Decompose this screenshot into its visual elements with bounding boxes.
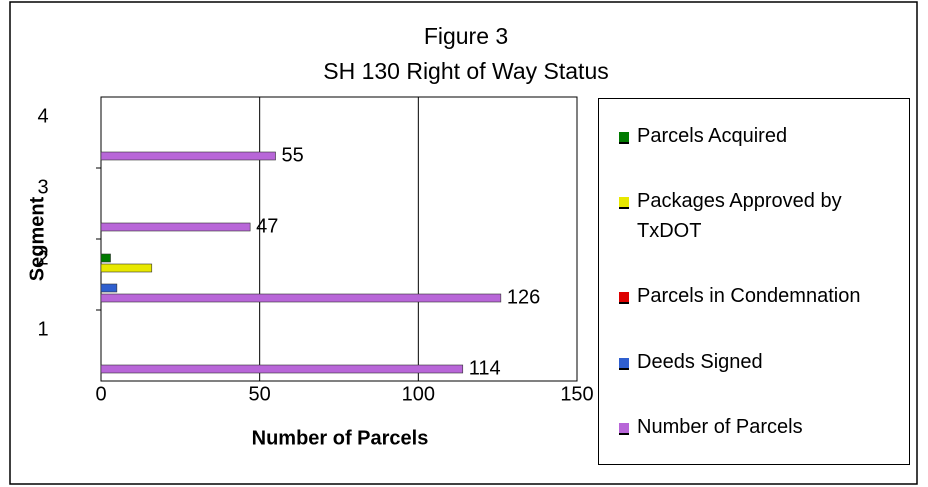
legend-label: Packages Approved by TxDOT xyxy=(637,190,842,243)
y-tick-label: 4 xyxy=(37,105,48,127)
legend: Parcels Acquired Packages Approved by TxD… xyxy=(598,98,910,465)
data-label: 47 xyxy=(256,215,278,237)
bar xyxy=(100,151,276,161)
chart-title: Figure 3 xyxy=(424,23,508,49)
legend-entry: Parcels in Condemnation xyxy=(599,281,909,311)
legend-label: Deeds Signed xyxy=(637,350,763,373)
frame xyxy=(9,1,918,485)
legend-swatch xyxy=(619,423,629,436)
y-tick-label: 3 xyxy=(37,176,48,198)
data-label: 126 xyxy=(507,286,540,308)
y-tick-label: 2 xyxy=(37,247,48,269)
x-tick-label: 0 xyxy=(95,383,106,405)
bar xyxy=(100,293,502,303)
legend-swatch xyxy=(619,292,629,305)
legend-entry: Deeds Signed xyxy=(599,347,909,377)
x-tick-label: 150 xyxy=(560,383,593,405)
bar xyxy=(100,263,153,273)
bar xyxy=(100,364,464,374)
chart-subtitle: SH 130 Right of Way Status xyxy=(323,58,609,84)
bar xyxy=(100,283,118,293)
bar xyxy=(100,253,111,263)
plot-area xyxy=(100,96,578,382)
legend-entry: Parcels Acquired xyxy=(599,121,909,151)
legend-swatch xyxy=(619,357,629,370)
x-tick-label: 100 xyxy=(402,383,435,405)
data-label: 114 xyxy=(469,357,501,379)
legend-swatch xyxy=(619,131,629,144)
y-axis-label: Segment xyxy=(26,196,48,281)
x-axis-label: Number of Parcels xyxy=(252,427,429,449)
x-tick-label: 50 xyxy=(249,383,271,405)
data-label: 55 xyxy=(282,144,304,166)
legend-entry: Number of Parcels xyxy=(599,412,909,442)
bar xyxy=(100,222,251,232)
legend-swatch xyxy=(619,197,629,210)
legend-label: Parcels Acquired xyxy=(637,124,788,147)
legend-label: Number of Parcels xyxy=(637,416,803,439)
legend-label: Parcels in Condemnation xyxy=(637,285,861,308)
y-tick-label: 1 xyxy=(37,318,48,340)
legend-entry: Packages Approved by TxDOT xyxy=(599,186,909,246)
